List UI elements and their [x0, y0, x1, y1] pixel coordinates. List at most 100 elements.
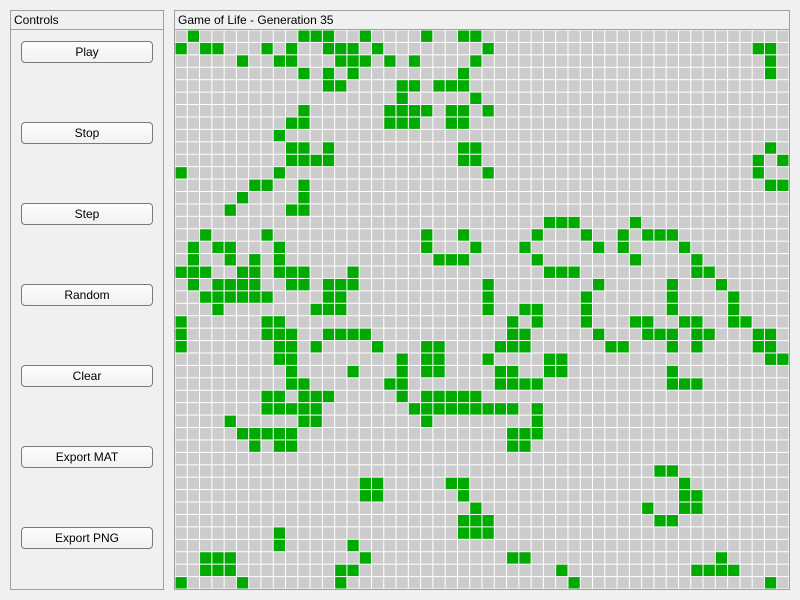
- cell-alive[interactable]: [335, 80, 347, 92]
- cell-dead[interactable]: [212, 30, 224, 42]
- cell-dead[interactable]: [764, 80, 777, 92]
- cell-dead[interactable]: [715, 254, 728, 266]
- cell-dead[interactable]: [445, 167, 457, 179]
- cell-dead[interactable]: [593, 167, 605, 179]
- cell-dead[interactable]: [666, 204, 678, 216]
- cell-dead[interactable]: [445, 67, 457, 80]
- cell-dead[interactable]: [482, 179, 494, 191]
- cell-alive[interactable]: [347, 365, 359, 378]
- cell-dead[interactable]: [593, 552, 605, 564]
- cell-dead[interactable]: [421, 577, 433, 589]
- cell-alive[interactable]: [261, 179, 273, 191]
- cell-dead[interactable]: [384, 552, 396, 564]
- cell-dead[interactable]: [421, 539, 433, 552]
- cell-alive[interactable]: [335, 291, 347, 303]
- cell-dead[interactable]: [433, 539, 445, 552]
- cell-dead[interactable]: [470, 365, 482, 378]
- cell-alive[interactable]: [347, 42, 359, 55]
- cell-dead[interactable]: [531, 465, 543, 477]
- cell-dead[interactable]: [408, 552, 421, 564]
- cell-dead[interactable]: [629, 465, 642, 477]
- cell-dead[interactable]: [286, 105, 298, 117]
- cell-dead[interactable]: [580, 179, 593, 191]
- cell-dead[interactable]: [470, 353, 482, 365]
- cell-dead[interactable]: [224, 142, 236, 154]
- cell-dead[interactable]: [175, 527, 187, 539]
- cell-dead[interactable]: [703, 291, 715, 303]
- cell-dead[interactable]: [703, 229, 715, 241]
- cell-dead[interactable]: [457, 278, 470, 291]
- cell-dead[interactable]: [236, 539, 249, 552]
- cell-dead[interactable]: [384, 303, 396, 316]
- play-button[interactable]: Play: [21, 41, 153, 63]
- cell-dead[interactable]: [593, 216, 605, 229]
- cell-dead[interactable]: [678, 266, 691, 278]
- cell-alive[interactable]: [691, 328, 703, 341]
- cell-dead[interactable]: [310, 440, 322, 452]
- cell-dead[interactable]: [322, 241, 335, 254]
- cell-dead[interactable]: [187, 353, 200, 365]
- cell-dead[interactable]: [580, 415, 593, 428]
- cell-dead[interactable]: [421, 266, 433, 278]
- cell-dead[interactable]: [494, 514, 507, 527]
- cell-dead[interactable]: [580, 204, 593, 216]
- cell-dead[interactable]: [261, 80, 273, 92]
- cell-dead[interactable]: [715, 303, 728, 316]
- cell-dead[interactable]: [752, 303, 764, 316]
- cell-alive[interactable]: [384, 117, 396, 129]
- cell-alive[interactable]: [666, 465, 678, 477]
- cell-dead[interactable]: [543, 502, 556, 514]
- cell-dead[interactable]: [568, 229, 580, 241]
- cell-alive[interactable]: [777, 353, 789, 365]
- cell-dead[interactable]: [224, 266, 236, 278]
- cell-dead[interactable]: [605, 514, 617, 527]
- cell-dead[interactable]: [371, 502, 384, 514]
- cell-dead[interactable]: [322, 452, 335, 465]
- cell-alive[interactable]: [654, 465, 666, 477]
- cell-dead[interactable]: [249, 378, 261, 390]
- cell-dead[interactable]: [629, 117, 642, 129]
- cell-dead[interactable]: [728, 67, 740, 80]
- cell-dead[interactable]: [187, 564, 200, 577]
- cell-dead[interactable]: [764, 105, 777, 117]
- cell-dead[interactable]: [666, 92, 678, 105]
- cell-dead[interactable]: [212, 105, 224, 117]
- cell-dead[interactable]: [654, 179, 666, 191]
- cell-dead[interactable]: [556, 291, 568, 303]
- cell-alive[interactable]: [421, 30, 433, 42]
- cell-dead[interactable]: [187, 229, 200, 241]
- cell-alive[interactable]: [494, 378, 507, 390]
- cell-alive[interactable]: [273, 241, 286, 254]
- cell-alive[interactable]: [359, 490, 371, 502]
- cell-dead[interactable]: [617, 129, 629, 142]
- cell-alive[interactable]: [777, 154, 789, 167]
- cell-dead[interactable]: [175, 428, 187, 440]
- cell-dead[interactable]: [212, 477, 224, 490]
- cell-alive[interactable]: [175, 266, 187, 278]
- cell-dead[interactable]: [408, 142, 421, 154]
- cell-alive[interactable]: [678, 502, 691, 514]
- cell-dead[interactable]: [605, 30, 617, 42]
- cell-dead[interactable]: [286, 229, 298, 241]
- cell-dead[interactable]: [703, 117, 715, 129]
- cell-dead[interactable]: [703, 539, 715, 552]
- cell-dead[interactable]: [629, 477, 642, 490]
- cell-dead[interactable]: [371, 291, 384, 303]
- cell-dead[interactable]: [286, 390, 298, 403]
- cell-dead[interactable]: [408, 490, 421, 502]
- cell-alive[interactable]: [261, 42, 273, 55]
- cell-dead[interactable]: [175, 204, 187, 216]
- cell-dead[interactable]: [298, 254, 310, 266]
- cell-alive[interactable]: [310, 303, 322, 316]
- cell-dead[interactable]: [371, 539, 384, 552]
- cell-dead[interactable]: [580, 390, 593, 403]
- cell-alive[interactable]: [421, 241, 433, 254]
- cell-dead[interactable]: [543, 527, 556, 539]
- cell-dead[interactable]: [482, 341, 494, 353]
- cell-dead[interactable]: [593, 365, 605, 378]
- cell-dead[interactable]: [433, 42, 445, 55]
- cell-dead[interactable]: [457, 266, 470, 278]
- cell-dead[interactable]: [605, 266, 617, 278]
- cell-dead[interactable]: [543, 142, 556, 154]
- cell-dead[interactable]: [642, 179, 654, 191]
